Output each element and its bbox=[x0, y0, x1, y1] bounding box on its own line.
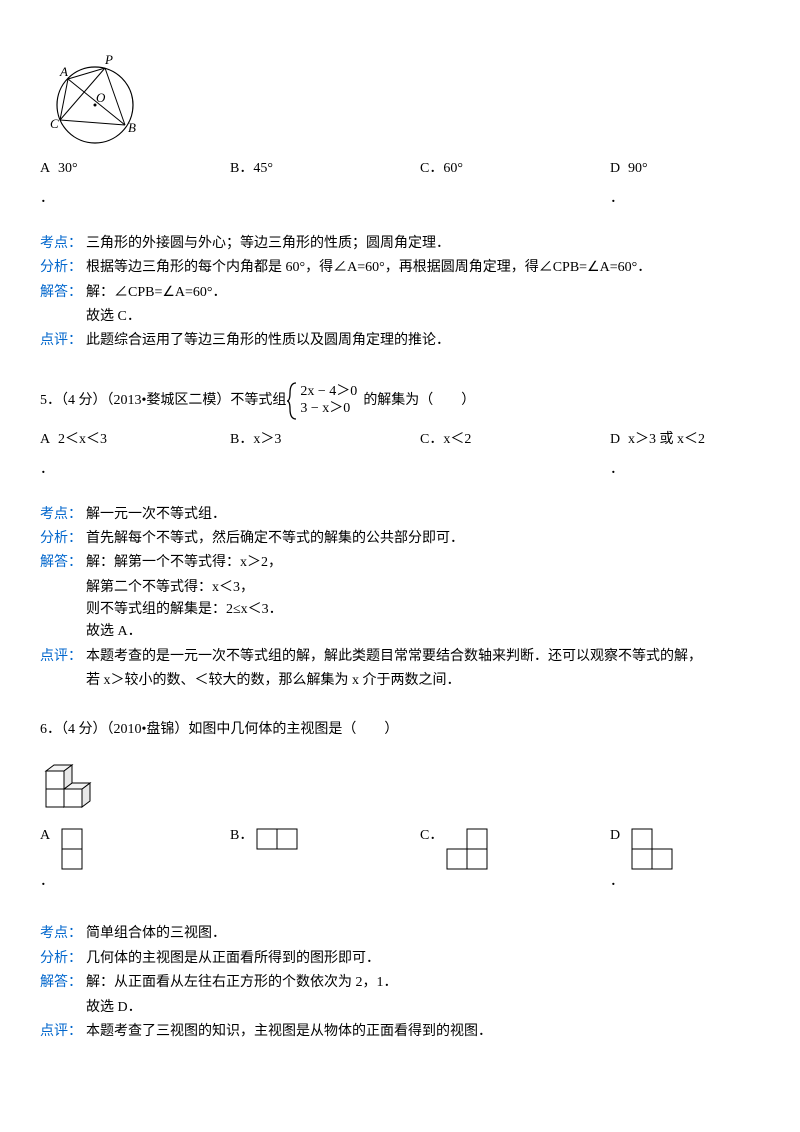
dot: ． bbox=[610, 871, 760, 893]
dot: ． bbox=[610, 188, 624, 210]
opt-d-letter: D bbox=[610, 825, 628, 871]
opt-b-letter: B． bbox=[230, 158, 253, 180]
kaodian-label: 考点： bbox=[40, 504, 86, 526]
svg-text:B: B bbox=[128, 120, 136, 135]
q5-fenxi: 首先解每个不等式，然后确定不等式的解集的公共部分即可． bbox=[86, 528, 760, 550]
q5-sys-top: 2x − 4＞0 bbox=[300, 384, 357, 401]
q5-jieda3: 则不等式组的解集是：2≤x＜3． bbox=[40, 599, 760, 621]
cube-stack-icon bbox=[40, 747, 120, 817]
q4-jieda1: 解：∠CPB=∠A=60°． bbox=[86, 282, 760, 304]
q5-jieda2: 解第二个不等式得：x＜3， bbox=[40, 577, 760, 599]
fenxi-label: 分析： bbox=[40, 528, 86, 550]
circle-diagram: A P B C O bbox=[40, 50, 150, 150]
q5-stem: 5．（4 分）（2013•婺城区二模）不等式组 2x − 4＞0 3 − x＞0… bbox=[40, 381, 760, 421]
kaodian-label: 考点： bbox=[40, 923, 86, 945]
q5-jieda1: 解：解第一个不等式得：x＞2， bbox=[86, 552, 760, 574]
q6-options: A ． B． C． D bbox=[40, 825, 760, 893]
svg-text:O: O bbox=[96, 90, 106, 105]
svg-text:A: A bbox=[59, 64, 68, 79]
q4-dianping: 此题综合运用了等边三角形的性质以及圆周角定理的推论． bbox=[86, 330, 760, 352]
q6-opt-a-shape bbox=[58, 825, 88, 871]
jieda-label: 解答： bbox=[40, 552, 86, 574]
opt-a-letter: A bbox=[40, 429, 58, 451]
q5-kaodian: 解一元一次不等式组． bbox=[86, 504, 760, 526]
opt-a-letter: A bbox=[40, 825, 58, 871]
dot: ． bbox=[610, 459, 624, 481]
svg-text:P: P bbox=[104, 52, 113, 67]
q5-opt-a: 2＜x＜3 bbox=[58, 429, 230, 451]
fenxi-label: 分析： bbox=[40, 257, 86, 279]
opt-b-letter: B． bbox=[230, 825, 253, 851]
q5-dianping2: 若 x＞较小的数、＜较大的数，那么解集为 x 介于两数之间． bbox=[40, 670, 760, 692]
opt-a-letter: A bbox=[40, 158, 58, 180]
q5-opt-b: x＞3 bbox=[253, 429, 420, 451]
dot: ． bbox=[40, 459, 230, 481]
opt-b-letter: B． bbox=[230, 429, 253, 451]
q6-opt-c-shape bbox=[443, 825, 493, 871]
q5-sys-bot: 3 − x＞0 bbox=[300, 401, 357, 418]
dianping-label: 点评： bbox=[40, 646, 86, 668]
q4-opt-d: 90° bbox=[628, 158, 760, 180]
q4-opt-b: 45° bbox=[253, 158, 420, 180]
q4-options: A 30° B． 45° C． 60° D 90° bbox=[40, 158, 760, 180]
q4-opt-c: 60° bbox=[443, 158, 610, 180]
q5-opt-d: x＞3 或 x＜2 bbox=[628, 429, 760, 451]
q4-figure: A P B C O bbox=[40, 50, 760, 150]
fenxi-label: 分析： bbox=[40, 948, 86, 970]
q5-dianping1: 本题考查的是一元一次不等式组的解，解此类题目常常要结合数轴来判断．还可以观察不等… bbox=[86, 646, 760, 668]
q6-fenxi: 几何体的主视图是从正面看所得到的图形即可． bbox=[86, 948, 760, 970]
q5-jieda4: 故选 A． bbox=[40, 621, 760, 643]
q5-opt-c: x＜2 bbox=[443, 429, 610, 451]
dianping-label: 点评： bbox=[40, 1021, 86, 1043]
q4-jieda2: 故选 C． bbox=[40, 306, 760, 328]
q6-jieda2: 故选 D． bbox=[40, 997, 760, 1019]
q6-jieda1: 解：从正面看从左往右正方形的个数依次为 2，1． bbox=[86, 972, 760, 994]
q5-stem-pre: 5．（4 分）（2013•婺城区二模）不等式组 bbox=[40, 390, 286, 412]
q4-fenxi: 根据等边三角形的每个内角都是 60°，得∠A=60°，再根据圆周角定理，得∠CP… bbox=[86, 257, 760, 279]
svg-text:C: C bbox=[50, 116, 59, 131]
brace-icon bbox=[286, 381, 300, 421]
opt-c-letter: C． bbox=[420, 158, 443, 180]
q4-kaodian: 三角形的外接圆与外心；等边三角形的性质；圆周角定理． bbox=[86, 233, 760, 255]
q5-stem-post: 的解集为（ ） bbox=[363, 390, 475, 412]
opt-c-letter: C． bbox=[420, 825, 443, 871]
q6-opt-b-shape bbox=[253, 825, 303, 851]
dot: ． bbox=[40, 188, 230, 210]
opt-d-letter: D bbox=[610, 429, 628, 451]
kaodian-label: 考点： bbox=[40, 233, 86, 255]
q6-dianping: 本题考查了三视图的知识，主视图是从物体的正面看得到的视图． bbox=[86, 1021, 760, 1043]
jieda-label: 解答： bbox=[40, 972, 86, 994]
dianping-label: 点评： bbox=[40, 330, 86, 352]
q6-stem: 6．（4 分）（2010•盘锦）如图中几何体的主视图是（ ） bbox=[40, 719, 760, 741]
dot: ． bbox=[40, 871, 230, 893]
q6-kaodian: 简单组合体的三视图． bbox=[86, 923, 760, 945]
opt-d-letter: D bbox=[610, 158, 628, 180]
q6-figure bbox=[40, 747, 760, 817]
opt-c-letter: C． bbox=[420, 429, 443, 451]
q4-opt-a: 30° bbox=[58, 158, 230, 180]
q6-opt-d-shape bbox=[628, 825, 678, 871]
q5-options: A2＜x＜3 B．x＞3 C．x＜2 Dx＞3 或 x＜2 bbox=[40, 429, 760, 451]
jieda-label: 解答： bbox=[40, 282, 86, 304]
